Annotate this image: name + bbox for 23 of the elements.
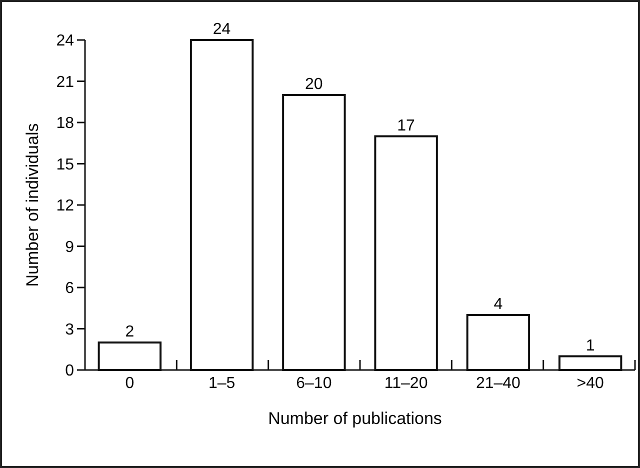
y-tick-label: 18 [56,115,74,132]
y-axis-title: Number of individuals [23,123,42,287]
x-tick-label: 6–10 [296,375,332,392]
data-label: 2 [125,324,134,340]
x-axis-title: Number of publications [268,409,442,428]
data-label: 17 [397,117,416,134]
data-label: 4 [494,296,503,313]
data-label: 1 [586,337,595,354]
y-tick-label: 15 [56,156,74,174]
data-label: 24 [212,21,231,38]
x-tick-label: >40 [576,375,604,392]
x-tick-label: 1–5 [208,375,236,392]
y-tick-label: 21 [56,74,74,91]
x-tick-label: 0 [125,375,134,392]
y-tick-label: 6 [65,280,74,298]
y-tick-label: 0 [65,362,74,380]
x-tick-label: 11–20 [384,375,428,392]
y-tick-label: 9 [65,238,74,256]
y-tick-label: 3 [65,321,74,338]
x-tick-label: 21–40 [476,375,521,392]
y-tick-label: 24 [56,32,74,50]
y-tick-label: 12 [56,198,74,215]
data-label: 20 [305,76,323,93]
